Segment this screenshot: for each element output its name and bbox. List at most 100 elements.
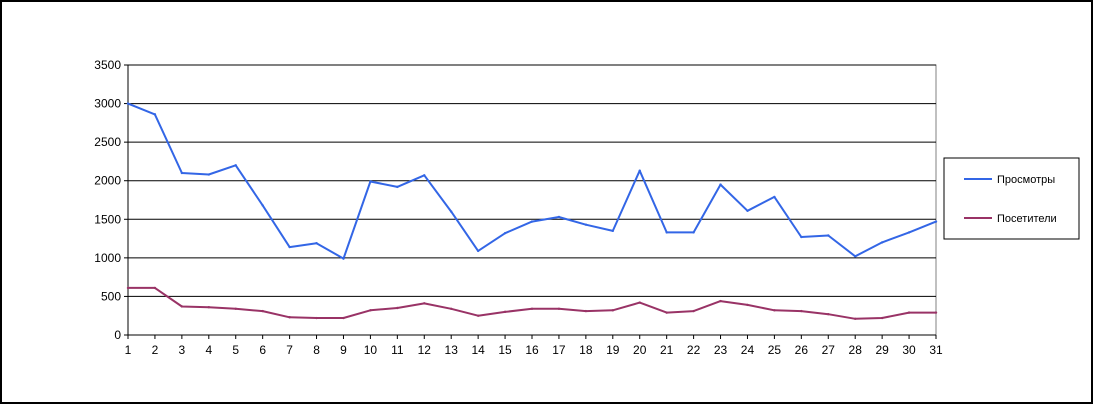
x-tick-label: 10 <box>364 343 378 357</box>
series-lines <box>126 102 938 320</box>
data-point <box>126 102 130 105</box>
x-tick-label: 22 <box>687 343 701 357</box>
data-point <box>557 215 561 219</box>
plot-area <box>127 64 937 336</box>
data-point <box>450 307 453 310</box>
data-point <box>126 286 130 290</box>
data-point <box>207 306 210 309</box>
data-point <box>638 169 641 172</box>
data-point <box>396 185 399 189</box>
data-point <box>934 220 938 223</box>
data-point <box>476 314 480 317</box>
x-tick-label: 20 <box>633 343 647 357</box>
x-tick-label: 17 <box>552 343 566 357</box>
x-tick-label: 7 <box>286 343 293 357</box>
x-tick-label: 19 <box>606 343 620 357</box>
data-point <box>207 173 210 176</box>
data-point <box>773 309 776 312</box>
x-tick-label: 8 <box>313 343 320 357</box>
data-point <box>342 316 345 320</box>
y-tick-label: 2500 <box>94 135 121 149</box>
x-tick-label: 24 <box>741 343 755 357</box>
data-point <box>423 302 426 305</box>
data-point <box>584 223 588 226</box>
data-point <box>854 317 857 320</box>
legend-box <box>943 157 1080 240</box>
x-tick-label: 14 <box>471 343 485 357</box>
y-tick-label: 1500 <box>94 212 121 226</box>
data-point <box>261 309 264 313</box>
data-point <box>234 307 237 310</box>
x-tick-label: 18 <box>579 343 593 357</box>
data-point <box>611 309 614 312</box>
data-point <box>773 195 776 199</box>
x-tick-label: 27 <box>822 343 836 357</box>
data-point <box>234 164 237 167</box>
data-point <box>746 303 749 307</box>
data-point <box>827 234 830 237</box>
data-point <box>180 305 184 308</box>
y-tick-label: 2000 <box>94 174 121 188</box>
data-point <box>692 231 695 234</box>
y-axis-ticks: 0 500 1000 1500 2000 2500 3000 3500 <box>94 58 121 342</box>
data-point <box>261 204 264 207</box>
data-point <box>719 299 722 303</box>
x-tick-label: 13 <box>445 343 459 357</box>
data-point <box>315 316 318 320</box>
y-tick-label: 500 <box>101 289 121 303</box>
data-point <box>611 229 614 233</box>
y-tick-label: 3500 <box>94 58 121 72</box>
y-tick-label: 0 <box>114 328 121 342</box>
data-point <box>854 255 857 258</box>
data-point <box>369 180 372 183</box>
x-axis-ticks: 1 2 3 4 5 6 7 8 9 10 11 12 13 14 15 16 17 18 19 20 21 22 23 24 2… <box>125 343 943 357</box>
x-tick-label: 23 <box>714 343 728 357</box>
x-tick-label: 30 <box>902 343 916 357</box>
data-point <box>638 301 641 304</box>
data-point <box>665 311 668 314</box>
x-tick-label: 5 <box>232 343 239 357</box>
data-point <box>530 307 534 310</box>
legend-label-2: Посетители <box>997 213 1057 225</box>
data-point <box>503 231 507 235</box>
x-tick-label: 2 <box>152 343 159 357</box>
data-point <box>288 245 291 249</box>
data-point <box>907 311 911 314</box>
x-tick-label: 1 <box>125 343 132 357</box>
data-point <box>746 209 749 212</box>
data-point <box>584 309 588 313</box>
data-point <box>153 113 157 116</box>
data-point <box>369 309 372 312</box>
data-point <box>423 174 426 177</box>
data-point <box>880 241 884 244</box>
axes <box>124 64 937 339</box>
x-tick-label: 6 <box>259 343 266 357</box>
x-tick-label: 3 <box>179 343 186 357</box>
data-point <box>665 231 668 234</box>
data-point <box>557 307 561 310</box>
data-point <box>476 249 480 253</box>
x-tick-label: 15 <box>498 343 512 357</box>
x-tick-label: 9 <box>340 343 347 357</box>
y-tick-label: 1000 <box>94 251 121 265</box>
x-tick-label: 31 <box>929 343 943 357</box>
x-tick-label: 26 <box>795 343 809 357</box>
data-point <box>503 310 507 314</box>
data-point <box>153 286 157 290</box>
data-point <box>692 309 695 313</box>
x-tick-label: 4 <box>205 343 212 357</box>
x-tick-label: 16 <box>525 343 539 357</box>
data-point <box>396 306 399 310</box>
data-point <box>719 183 722 186</box>
data-point <box>315 242 318 245</box>
data-point <box>800 309 803 313</box>
y-tick-label: 3000 <box>94 97 121 111</box>
data-point <box>180 171 184 175</box>
x-tick-label: 21 <box>660 343 674 357</box>
data-point <box>934 311 938 314</box>
legend-label-1: Просмотры <box>997 174 1055 186</box>
data-point <box>880 316 884 320</box>
data-point <box>907 231 911 234</box>
x-tick-label: 11 <box>391 343 404 357</box>
